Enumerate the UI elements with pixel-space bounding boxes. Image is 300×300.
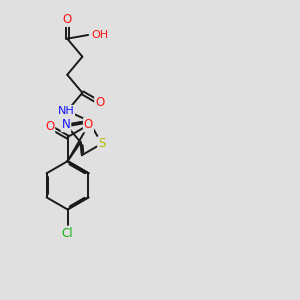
Text: O: O [63,13,72,26]
Text: O: O [45,120,54,133]
Text: N: N [61,118,70,131]
Text: O: O [95,96,104,109]
Text: S: S [98,137,106,150]
Text: O: O [84,118,93,131]
Text: NH: NH [57,106,74,116]
Text: Cl: Cl [62,226,74,239]
Text: OH: OH [91,30,108,40]
